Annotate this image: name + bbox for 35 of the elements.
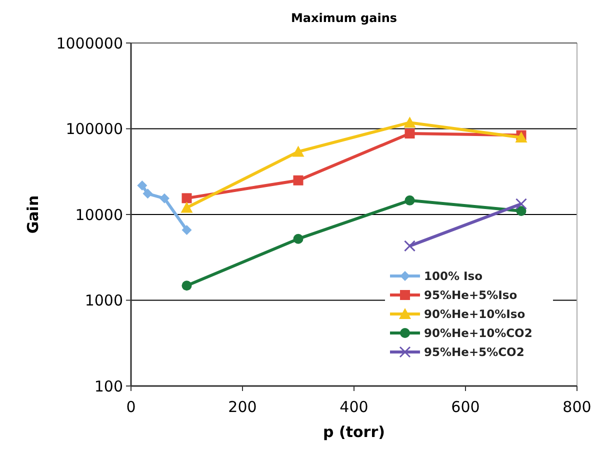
- point: [516, 198, 527, 210]
- y-tick-label: 1000000: [56, 34, 123, 52]
- point: [515, 132, 528, 143]
- point: [404, 240, 416, 252]
- x-tick-label: 400: [340, 398, 368, 416]
- point: [180, 202, 193, 213]
- point: [404, 128, 415, 139]
- x-tick-label: 800: [562, 398, 592, 416]
- chart-title: Maximum gains: [290, 11, 398, 25]
- point: [404, 116, 416, 128]
- point: [182, 193, 192, 204]
- x-tick-label: 600: [451, 398, 480, 416]
- point: [404, 195, 415, 206]
- x-axis-title: p (torr): [323, 423, 385, 441]
- legend-label: 90%He+10%Iso: [424, 307, 526, 322]
- y-tick-label: 10000: [75, 206, 123, 224]
- y-tick-label: 100000: [66, 120, 123, 138]
- point: [182, 224, 192, 235]
- legend-label: 95%He+5%Iso: [424, 288, 518, 302]
- point: [293, 175, 304, 186]
- point: [142, 188, 153, 199]
- y-tick-label: 1000: [84, 292, 123, 310]
- legend-label: 95%He+5%CO2: [424, 345, 524, 360]
- point: [159, 193, 170, 204]
- point: [293, 234, 304, 244]
- legend-label: 90%He+10%CO2: [424, 326, 532, 340]
- y-axis-title: Gain: [24, 195, 42, 234]
- point: [292, 146, 304, 157]
- x-tick-label: 0: [126, 398, 136, 416]
- point: [182, 280, 192, 291]
- point: [516, 206, 526, 216]
- x-tick-label: 200: [228, 398, 257, 416]
- legend-label: 100% Iso: [424, 269, 483, 284]
- point: [137, 180, 148, 190]
- y-tick-label: 100: [94, 377, 123, 396]
